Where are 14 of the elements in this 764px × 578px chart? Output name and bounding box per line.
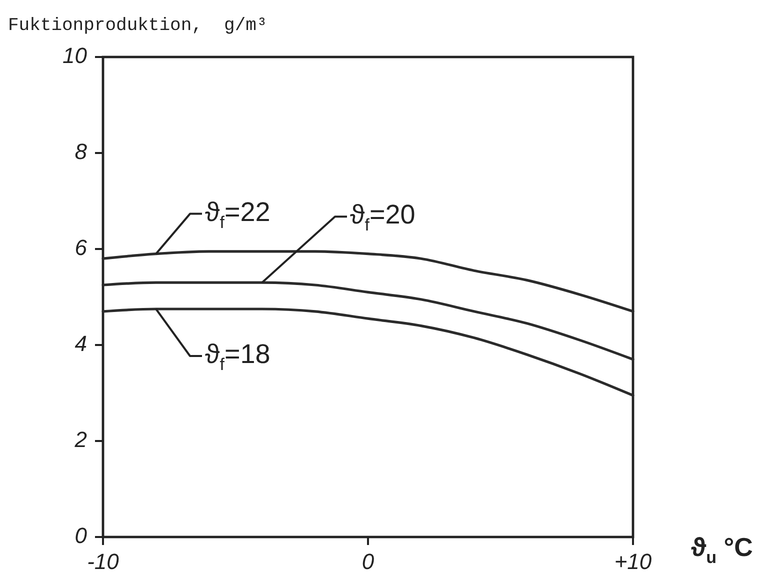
y-axis-title: Fuktionproduktion, g/m³ [8,16,268,36]
series-label: ϑ$_{f}$=18 [205,339,270,374]
text: ϑ$_{f}$=20 [350,200,416,235]
x-tick-label: -10 [87,548,120,574]
y-tick-label: 8 [74,138,88,164]
y-tick-label: 2 [74,426,87,452]
x-tick-label: 0 [362,548,375,574]
series-label: ϑ$_{f}$=22 [205,196,270,232]
y-tick-label: 10 [62,42,88,68]
y-tick-label: 4 [74,330,87,356]
y-tick-label: 0 [74,522,88,548]
y-tick-label: 6 [74,234,88,260]
x-axis-title: ϑ$_{u}$ °C [691,532,754,567]
x-tick-label: +10 [614,548,652,574]
